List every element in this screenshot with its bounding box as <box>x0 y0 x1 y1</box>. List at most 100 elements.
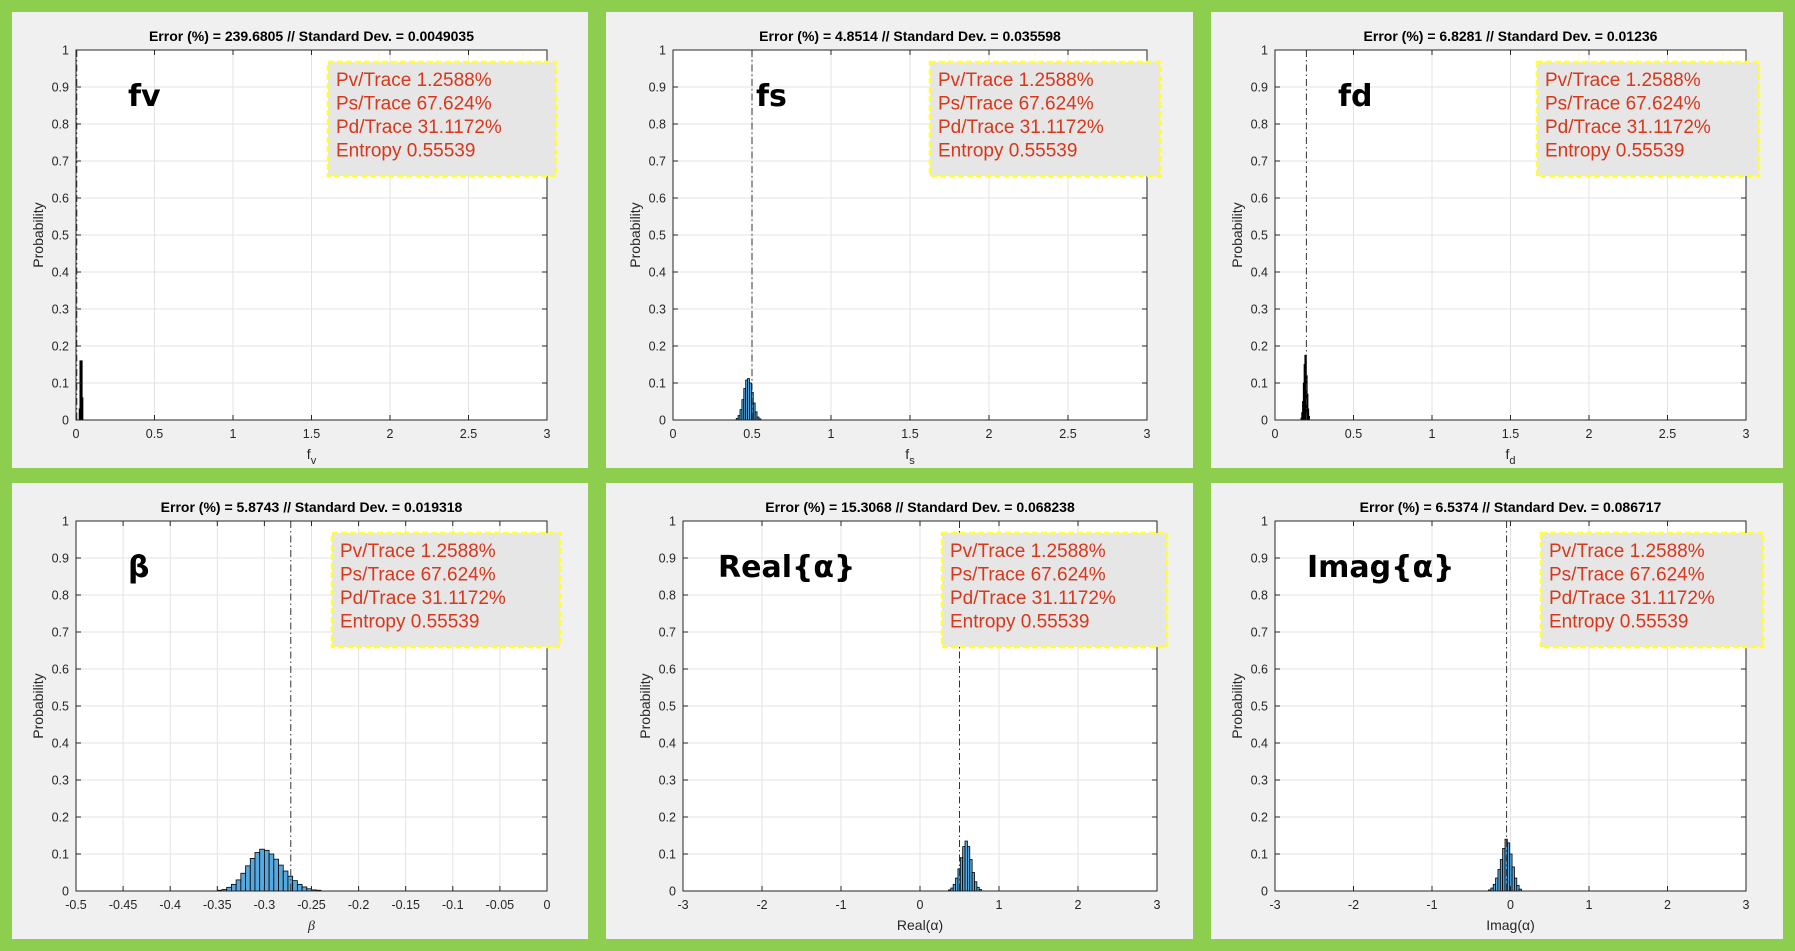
stats-pd-trace: Pd/Trace 31.1172% <box>336 117 502 138</box>
stats-entropy: Entropy 0.55539 <box>938 141 1077 162</box>
stats-pd-trace: Pd/Trace 31.1172% <box>938 117 1104 138</box>
y-axis-label: Probability <box>1229 673 1245 738</box>
y-tick-label: 0.8 <box>1251 118 1268 132</box>
stats-ps-trace: Ps/Trace 67.624% <box>1549 565 1705 586</box>
stats-ps-trace: Ps/Trace 67.624% <box>938 94 1094 115</box>
x-axis-label: Imag(α) <box>1486 917 1535 933</box>
x-tick-label: -0.3 <box>254 898 276 912</box>
y-tick-label: 0.5 <box>52 700 69 714</box>
chart-beta: -0.5 -0.45 -0.4 -0.35 -0.3 -0.25 -0.2 -0.15 -0.1… <box>30 499 562 934</box>
y-tick-label: 0.2 <box>52 811 69 825</box>
y-tick-label: 0.9 <box>649 81 666 95</box>
histogram-bar <box>263 849 270 892</box>
y-tick-label: 0.1 <box>1251 848 1268 862</box>
y-tick-label: 0 <box>669 885 676 899</box>
x-tick-label: 3 <box>544 427 551 441</box>
x-axis-label-subscript: s <box>909 455 915 467</box>
x-tick-label: 2.5 <box>460 427 477 441</box>
chart-real-alpha: -3 -2 -1 0 1 2 3 0 0.1 0.2 0.3 0.4 0.5 0.6 0.7 0.8 0.9 1 E… <box>637 499 1169 933</box>
y-tick-label: 0.1 <box>52 848 69 862</box>
x-tick-label: -3 <box>1269 898 1280 912</box>
y-tick-label: 0.4 <box>1251 737 1268 751</box>
y-tick-label: 0.5 <box>1251 229 1268 243</box>
x-tick-label: 0 <box>670 427 677 441</box>
y-tick-label: 0.4 <box>659 737 676 751</box>
stats-entropy: Entropy 0.55539 <box>340 612 479 633</box>
x-tick-label: 2 <box>1586 427 1593 441</box>
y-tick-label: 0.8 <box>649 118 666 132</box>
stats-pd-trace: Pd/Trace 31.1172% <box>340 588 506 609</box>
x-tick-label: 1 <box>230 427 237 441</box>
chart-panel-imag-alpha: -3 -2 -1 0 1 2 3 0 0.1 0.2 0.3 0.4 0.5 0.6 0.7 0.8 0.9 1 E… <box>1211 483 1783 939</box>
variable-annotation: β <box>128 550 149 585</box>
y-tick-label: 0.5 <box>649 229 666 243</box>
stats-pv-trace: Pv/Trace 1.2588% <box>1545 70 1701 91</box>
x-tick-label: 0.5 <box>146 427 163 441</box>
y-tick-label: 0.3 <box>52 774 69 788</box>
x-tick-label: -3 <box>677 898 688 912</box>
y-tick-label: 0.6 <box>659 663 676 677</box>
chart-imag-alpha: -3 -2 -1 0 1 2 3 0 0.1 0.2 0.3 0.4 0.5 0.6 0.7 0.8 0.9 1 E… <box>1229 499 1765 933</box>
histogram-bar <box>278 864 284 892</box>
x-tick-label: 1.5 <box>303 427 320 441</box>
x-tick-label: 1 <box>1586 898 1593 912</box>
x-tick-label: -1 <box>835 898 846 912</box>
x-tick-label: 0 <box>917 898 924 912</box>
stats-ps-trace: Ps/Trace 67.624% <box>340 565 496 586</box>
chart-fd: 0 0.5 1 1.5 2 2.5 3 0 0.1 0.2 0.3 0.4 0.5 0.6 0.7 0.8 0.… <box>1229 28 1761 467</box>
y-tick-label: 0.6 <box>52 192 69 206</box>
histogram-bar <box>240 872 246 892</box>
stats-entropy: Entropy 0.55539 <box>950 612 1089 633</box>
y-tick-label: 0.1 <box>659 848 676 862</box>
y-tick-label: 0.9 <box>52 81 69 95</box>
y-tick-label: 0.3 <box>1251 774 1268 788</box>
y-tick-label: 0.1 <box>649 377 666 391</box>
stats-pv-trace: Pv/Trace 1.2588% <box>1549 541 1705 562</box>
stats-box <box>330 531 562 649</box>
x-tick-label: 2 <box>1664 898 1671 912</box>
x-axis-label: β <box>307 919 315 934</box>
x-tick-label: 2 <box>986 427 993 441</box>
x-tick-label: 0.5 <box>1345 427 1362 441</box>
histogram-bar <box>282 870 289 892</box>
y-tick-label: 0.7 <box>659 626 676 640</box>
x-axis-label-main: f <box>307 446 311 462</box>
x-tick-label: -0.2 <box>348 898 370 912</box>
histogram-bar <box>81 397 84 421</box>
histogram-bar <box>226 886 232 892</box>
y-tick-label: 0.8 <box>659 589 676 603</box>
y-tick-label: 1 <box>659 44 666 58</box>
histogram-bar <box>249 858 256 892</box>
x-tick-label: -0.45 <box>109 898 138 912</box>
y-tick-label: 0 <box>659 414 666 428</box>
x-tick-label: 1.5 <box>901 427 918 441</box>
chart-title: Error (%) = 15.3068 // Standard Dev. = 0… <box>765 499 1075 515</box>
y-tick-label: 0.4 <box>649 266 666 280</box>
y-tick-label: 0.7 <box>52 626 69 640</box>
histogram-bar <box>296 883 303 892</box>
x-tick-label: -0.5 <box>65 898 87 912</box>
chart-panel-fs: 0 0.5 1 1.5 2 2.5 3 0 0.1 0.2 0.3 0.4 0.5 0.6 0.7 0.8 0.… <box>606 12 1193 468</box>
y-tick-label: 0.6 <box>649 192 666 206</box>
variable-annotation: fv <box>128 79 161 114</box>
stats-box <box>1539 531 1765 649</box>
y-tick-label: 0.2 <box>649 340 666 354</box>
y-tick-label: 1 <box>1261 515 1268 529</box>
stats-pv-trace: Pv/Trace 1.2588% <box>340 541 496 562</box>
x-tick-label: 0 <box>1272 427 1279 441</box>
x-tick-label: -1 <box>1426 898 1437 912</box>
x-tick-label: 0 <box>73 427 80 441</box>
y-tick-label: 0.7 <box>649 155 666 169</box>
chart-fv: 0 0.5 1 1.5 2 2.5 3 0 0.1 0.2 0.3 0.4 0.5 0.6 0.7 0.8 0.… <box>30 28 558 467</box>
x-axis-label-subscript: v <box>311 455 317 467</box>
y-tick-label: 1 <box>62 515 69 529</box>
y-tick-label: 0.1 <box>52 377 69 391</box>
stats-box <box>928 60 1162 178</box>
chart-title: Error (%) = 239.6805 // Standard Dev. = … <box>149 28 474 44</box>
chart-panel-fv: 0 0.5 1 1.5 2 2.5 3 0 0.1 0.2 0.3 0.4 0.5 0.6 0.7 0.8 0.… <box>12 12 588 468</box>
x-tick-label: 2.5 <box>1059 427 1076 441</box>
stats-pd-trace: Pd/Trace 31.1172% <box>1545 117 1711 138</box>
y-tick-label: 0.8 <box>52 589 69 603</box>
histogram-bar <box>301 886 308 892</box>
y-tick-label: 0.6 <box>1251 663 1268 677</box>
